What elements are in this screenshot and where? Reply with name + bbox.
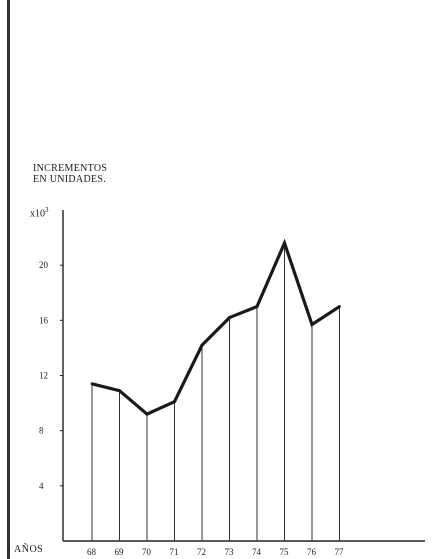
x-tick-label: 69	[115, 547, 125, 557]
data-point	[255, 305, 259, 308]
data-point	[310, 323, 314, 326]
x-axis-title: AÑOS	[14, 544, 44, 555]
y-axis-label-line-1: INCREMENTOS	[33, 163, 108, 174]
data-point	[200, 343, 204, 347]
x-tick-label: 72	[197, 547, 206, 557]
y-axis-label: INCREMENTOS EN UNIDADES.	[33, 163, 107, 185]
data-point	[283, 241, 286, 245]
drop-lines	[91, 243, 340, 541]
data-point	[228, 316, 231, 319]
series-line	[90, 238, 341, 416]
x-tick-label: 77	[335, 547, 345, 557]
y-tick-label: 8	[39, 426, 44, 436]
data-point	[338, 305, 341, 308]
x-tick-label: 76	[307, 547, 317, 557]
x-ticks: 68 69 70 71 72 73 74 75 76 77	[87, 547, 344, 557]
chart-axes	[62, 210, 425, 542]
data-point	[118, 389, 121, 393]
x-tick-label: 68	[87, 547, 97, 557]
x-tick-label: 70	[142, 547, 152, 557]
y-scale-note: x103	[30, 206, 49, 219]
series-polyline	[91, 238, 341, 416]
x-tick-label: 73	[225, 547, 235, 557]
y-tick-label: 16	[39, 315, 49, 325]
y-ticks: 4 8 12 16 20	[39, 260, 63, 491]
x-tick-label: 71	[170, 547, 179, 557]
data-point	[173, 400, 176, 404]
y-tick-label: 20	[39, 260, 49, 270]
y-axis-label-line-2: EN UNIDADES.	[33, 174, 107, 185]
y-tick-label: 12	[39, 371, 48, 381]
x-tick-label: 74	[252, 547, 262, 557]
data-point	[90, 382, 94, 386]
x-tick-label: 75	[280, 547, 290, 557]
y-scale-base: x10	[30, 208, 45, 220]
y-scale-exponent: 3	[45, 206, 49, 214]
data-point	[145, 412, 149, 416]
page-edge-line	[7, 0, 10, 559]
y-tick-label: 4	[39, 481, 44, 491]
